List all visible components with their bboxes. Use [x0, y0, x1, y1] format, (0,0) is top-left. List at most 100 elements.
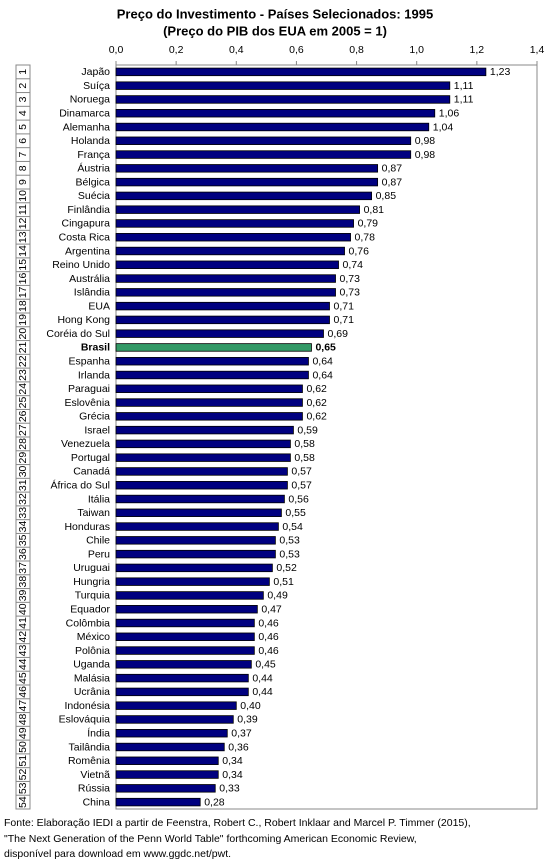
value-label: 0,34 — [222, 755, 243, 767]
rank-label: 53 — [17, 782, 29, 794]
bar — [115, 577, 270, 586]
bar — [115, 715, 234, 724]
y-tick-label: México — [77, 631, 110, 643]
bar — [115, 81, 451, 90]
y-tick-label: Coréia do Sul — [46, 328, 110, 340]
value-label: 0,47 — [261, 604, 282, 616]
y-tick-label: Itália — [88, 493, 110, 505]
value-label: 1,06 — [439, 108, 460, 120]
y-tick-label: Islândia — [74, 287, 110, 299]
y-tick-label: Índia — [87, 727, 110, 740]
y-tick-label: Tailândia — [69, 741, 111, 753]
bar — [115, 563, 273, 573]
value-label: 0,76 — [349, 245, 370, 257]
y-tick-label: Suécia — [78, 190, 110, 202]
y-tick-label: Indonésia — [64, 700, 110, 712]
rank-label: 12 — [17, 217, 29, 229]
plot-frame — [115, 64, 538, 810]
x-tick-label: 0,6 — [289, 44, 304, 56]
rank-label: 6 — [17, 138, 29, 144]
source-note: Fonte: Elaboração IEDI a partir de Feens… — [4, 817, 471, 829]
rank-label: 4 — [17, 110, 29, 116]
y-tick-label: França — [77, 149, 110, 161]
rank-label: 33 — [17, 507, 29, 519]
value-label: 0,73 — [340, 273, 361, 285]
bar — [115, 136, 412, 145]
bar — [115, 660, 252, 669]
rank-label: 46 — [17, 686, 29, 698]
y-tick-label: Turquia — [75, 590, 110, 602]
value-label: 1,11 — [454, 94, 474, 106]
rank-label: 9 — [17, 179, 29, 185]
y-tick-label: Grécia — [79, 411, 110, 423]
bar — [115, 797, 201, 807]
y-tick-label: Alemanha — [63, 121, 110, 133]
rank-label: 2 — [17, 83, 29, 89]
value-label: 0,79 — [358, 218, 379, 230]
rank-label: 29 — [17, 452, 29, 464]
bar — [115, 67, 487, 77]
rank-label: 24 — [17, 383, 29, 395]
y-tick-label: China — [83, 796, 111, 808]
chart-subtitle: (Preço do PIB dos EUA em 2005 = 1) — [163, 23, 387, 38]
y-tick-label: Chile — [86, 535, 110, 547]
bar — [115, 384, 303, 393]
value-label: 0,87 — [382, 176, 403, 188]
value-label: 0,53 — [279, 548, 300, 560]
rank-label: 54 — [17, 796, 29, 808]
y-tick-label: Hong Kong — [57, 314, 110, 326]
rank-label: 21 — [17, 341, 29, 353]
y-tick-label: Canadá — [73, 466, 110, 478]
y-tick-label: Espanha — [69, 356, 111, 368]
y-tick-label: Peru — [88, 548, 110, 560]
bar — [115, 673, 249, 683]
rank-label: 44 — [17, 658, 29, 670]
value-label: 0,58 — [294, 438, 315, 450]
bar — [115, 453, 291, 462]
bar — [115, 205, 360, 214]
value-label: 0,52 — [276, 562, 297, 574]
bar — [115, 122, 430, 132]
rank-label: 28 — [17, 438, 29, 450]
value-label: 0,46 — [258, 631, 279, 643]
value-label: 0,33 — [219, 783, 240, 795]
rank-label: 23 — [17, 369, 29, 381]
y-tick-label: Romênia — [68, 755, 110, 767]
y-tick-label: Equador — [70, 604, 110, 616]
value-label: 0,62 — [306, 397, 327, 409]
x-tick-label: 0,8 — [349, 44, 364, 56]
bar — [115, 398, 303, 407]
bar — [115, 632, 255, 641]
value-label: 0,55 — [285, 507, 306, 519]
rank-label: 19 — [17, 314, 29, 326]
y-tick-label: Finlândia — [67, 204, 110, 216]
value-label: 0,57 — [291, 466, 312, 478]
bar — [115, 246, 345, 256]
bar — [115, 729, 228, 738]
value-label: 0,54 — [282, 521, 303, 533]
x-tick-label: 1,4 — [530, 44, 545, 56]
bar — [115, 425, 294, 435]
y-tick-label: Honduras — [64, 521, 110, 533]
rank-label: 18 — [17, 300, 29, 312]
bar — [115, 370, 309, 380]
value-label: 0,87 — [382, 163, 403, 175]
bar — [115, 329, 324, 338]
y-tick-label: Cingapura — [62, 218, 111, 230]
value-label: 0,56 — [288, 493, 309, 505]
rank-label: 43 — [17, 645, 29, 657]
bar — [115, 191, 373, 201]
y-tick-label: Holanda — [71, 135, 110, 147]
y-tick-label: Polônia — [75, 645, 110, 657]
bar — [115, 343, 312, 352]
value-label: 0,74 — [343, 259, 364, 271]
bar — [115, 549, 276, 559]
bar — [115, 522, 279, 531]
rank-label: 14 — [17, 245, 29, 257]
rank-label: 1 — [17, 69, 29, 75]
value-label: 0,64 — [312, 356, 333, 368]
bar — [115, 494, 285, 504]
rank-label: 16 — [17, 273, 29, 285]
y-tick-label: Israel — [84, 424, 110, 436]
rank-label: 35 — [17, 534, 29, 546]
